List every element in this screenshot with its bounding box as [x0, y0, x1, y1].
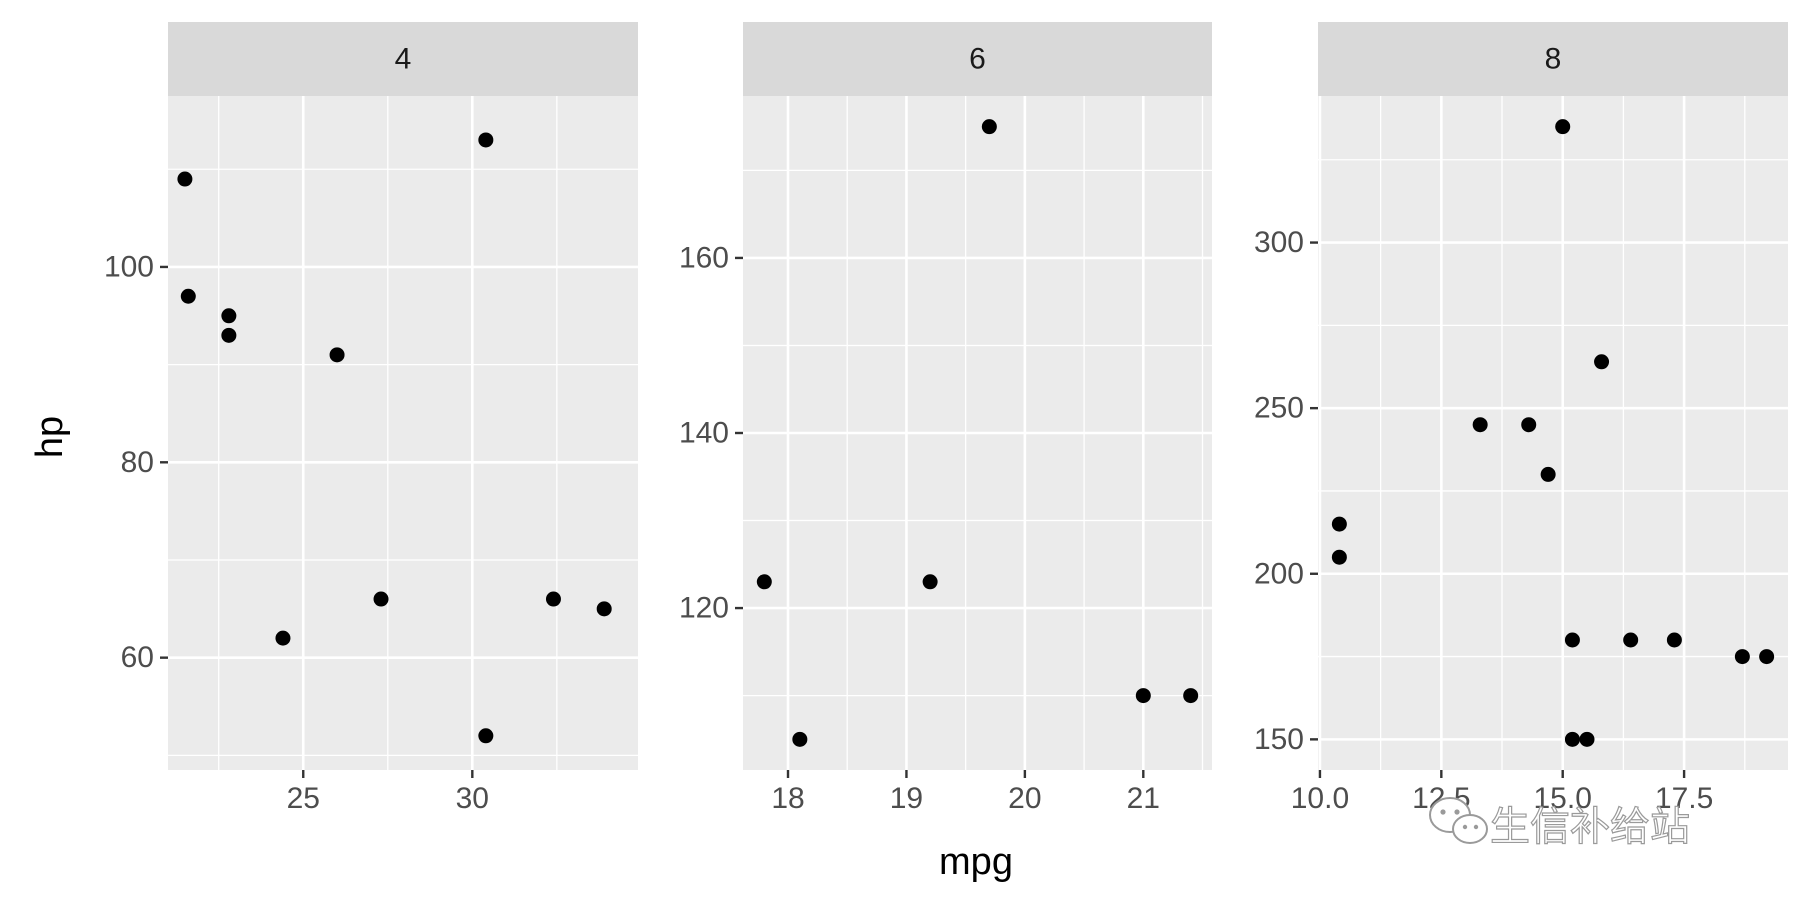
data-point [792, 731, 808, 747]
data-point [180, 288, 196, 304]
x-axis-title: mpg [939, 841, 1013, 883]
data-point [478, 132, 494, 148]
facet-panel-6: 6 18 19 20 21 120 140 160 [679, 22, 1212, 815]
y-tick-label: 120 [679, 592, 729, 625]
facet-strip-label: 6 [969, 43, 986, 76]
watermark: 生信补给站 [1429, 797, 1691, 851]
x-tick-label: 19 [890, 782, 923, 815]
panel-background [168, 96, 638, 770]
data-point [1183, 688, 1199, 704]
data-point [596, 601, 612, 617]
data-point [756, 574, 772, 590]
data-point [177, 171, 193, 187]
data-point [1331, 516, 1347, 532]
data-point [1623, 632, 1639, 648]
y-tick-label: 200 [1254, 557, 1304, 590]
facet-panel-4: 4 25 30 60 80 100 [104, 22, 638, 815]
y-tick-label: 100 [104, 250, 154, 283]
facet-strip-label: 8 [1545, 43, 1562, 76]
x-tick-label: 21 [1127, 782, 1160, 815]
x-tick-label: 30 [456, 782, 489, 815]
data-point [1579, 731, 1595, 747]
data-point [221, 327, 237, 343]
data-point [478, 728, 494, 744]
y-tick-label: 250 [1254, 392, 1304, 425]
facet-strip [1318, 22, 1788, 96]
facet-strip-label: 4 [395, 43, 412, 76]
data-point [275, 630, 291, 646]
data-point [1759, 649, 1775, 665]
x-tick-label: 15.0 [1534, 782, 1592, 815]
data-point [1472, 417, 1488, 433]
y-tick-label: 80 [121, 446, 154, 479]
y-tick-label: 60 [121, 641, 154, 674]
facet-strip [743, 22, 1212, 96]
data-point [922, 574, 938, 590]
x-tick-label: 18 [771, 782, 804, 815]
data-point [373, 591, 389, 607]
data-point [545, 591, 561, 607]
data-point [1734, 649, 1750, 665]
x-tick-label: 20 [1008, 782, 1041, 815]
y-axis-title: hp [29, 416, 71, 458]
y-tick-label: 160 [679, 241, 729, 274]
data-point [1594, 354, 1610, 370]
data-point [1564, 632, 1580, 648]
data-point [221, 308, 237, 324]
x-tick-label: 10.0 [1291, 782, 1349, 815]
y-tick-label: 150 [1254, 723, 1304, 756]
x-tick-label: 25 [287, 782, 320, 815]
data-point [329, 347, 345, 363]
panel-background [1318, 96, 1788, 770]
wechat-icon [1429, 797, 1488, 844]
data-point [981, 119, 997, 135]
data-point [1666, 632, 1682, 648]
data-point [1135, 688, 1151, 704]
data-point [1331, 549, 1347, 565]
watermark-text: 生信补给站 [1490, 804, 1690, 850]
y-tick-label: 300 [1254, 226, 1304, 259]
data-point [1521, 417, 1537, 433]
facet-strip [168, 22, 638, 96]
y-tick-label: 140 [679, 417, 729, 450]
data-point [1540, 466, 1556, 482]
data-point [1555, 119, 1571, 135]
data-point [1564, 731, 1580, 747]
x-tick-label: 17.5 [1655, 782, 1713, 815]
